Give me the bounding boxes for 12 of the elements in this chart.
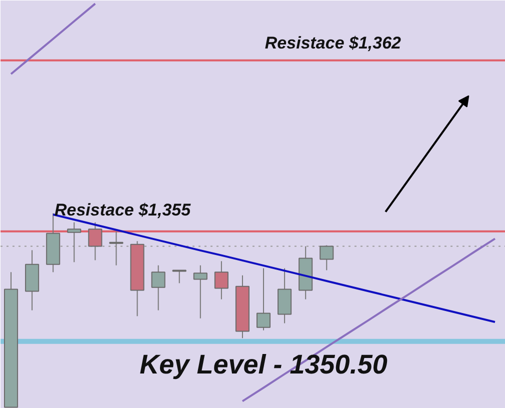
candlestick (67, 222, 82, 263)
ref-line-label: Resistace $1,362 (264, 33, 402, 52)
candlestick (151, 264, 166, 311)
candlestick (320, 244, 334, 271)
ref-line-label: Resistace $1,355 (54, 200, 192, 220)
candlestick (256, 268, 271, 331)
candlestick (214, 260, 228, 300)
candlestick (88, 222, 102, 261)
candlestick (172, 270, 186, 284)
ref-line-label: Key Level - 1350.50 (140, 349, 388, 380)
candlestick (193, 264, 208, 319)
candlestick (109, 230, 124, 266)
